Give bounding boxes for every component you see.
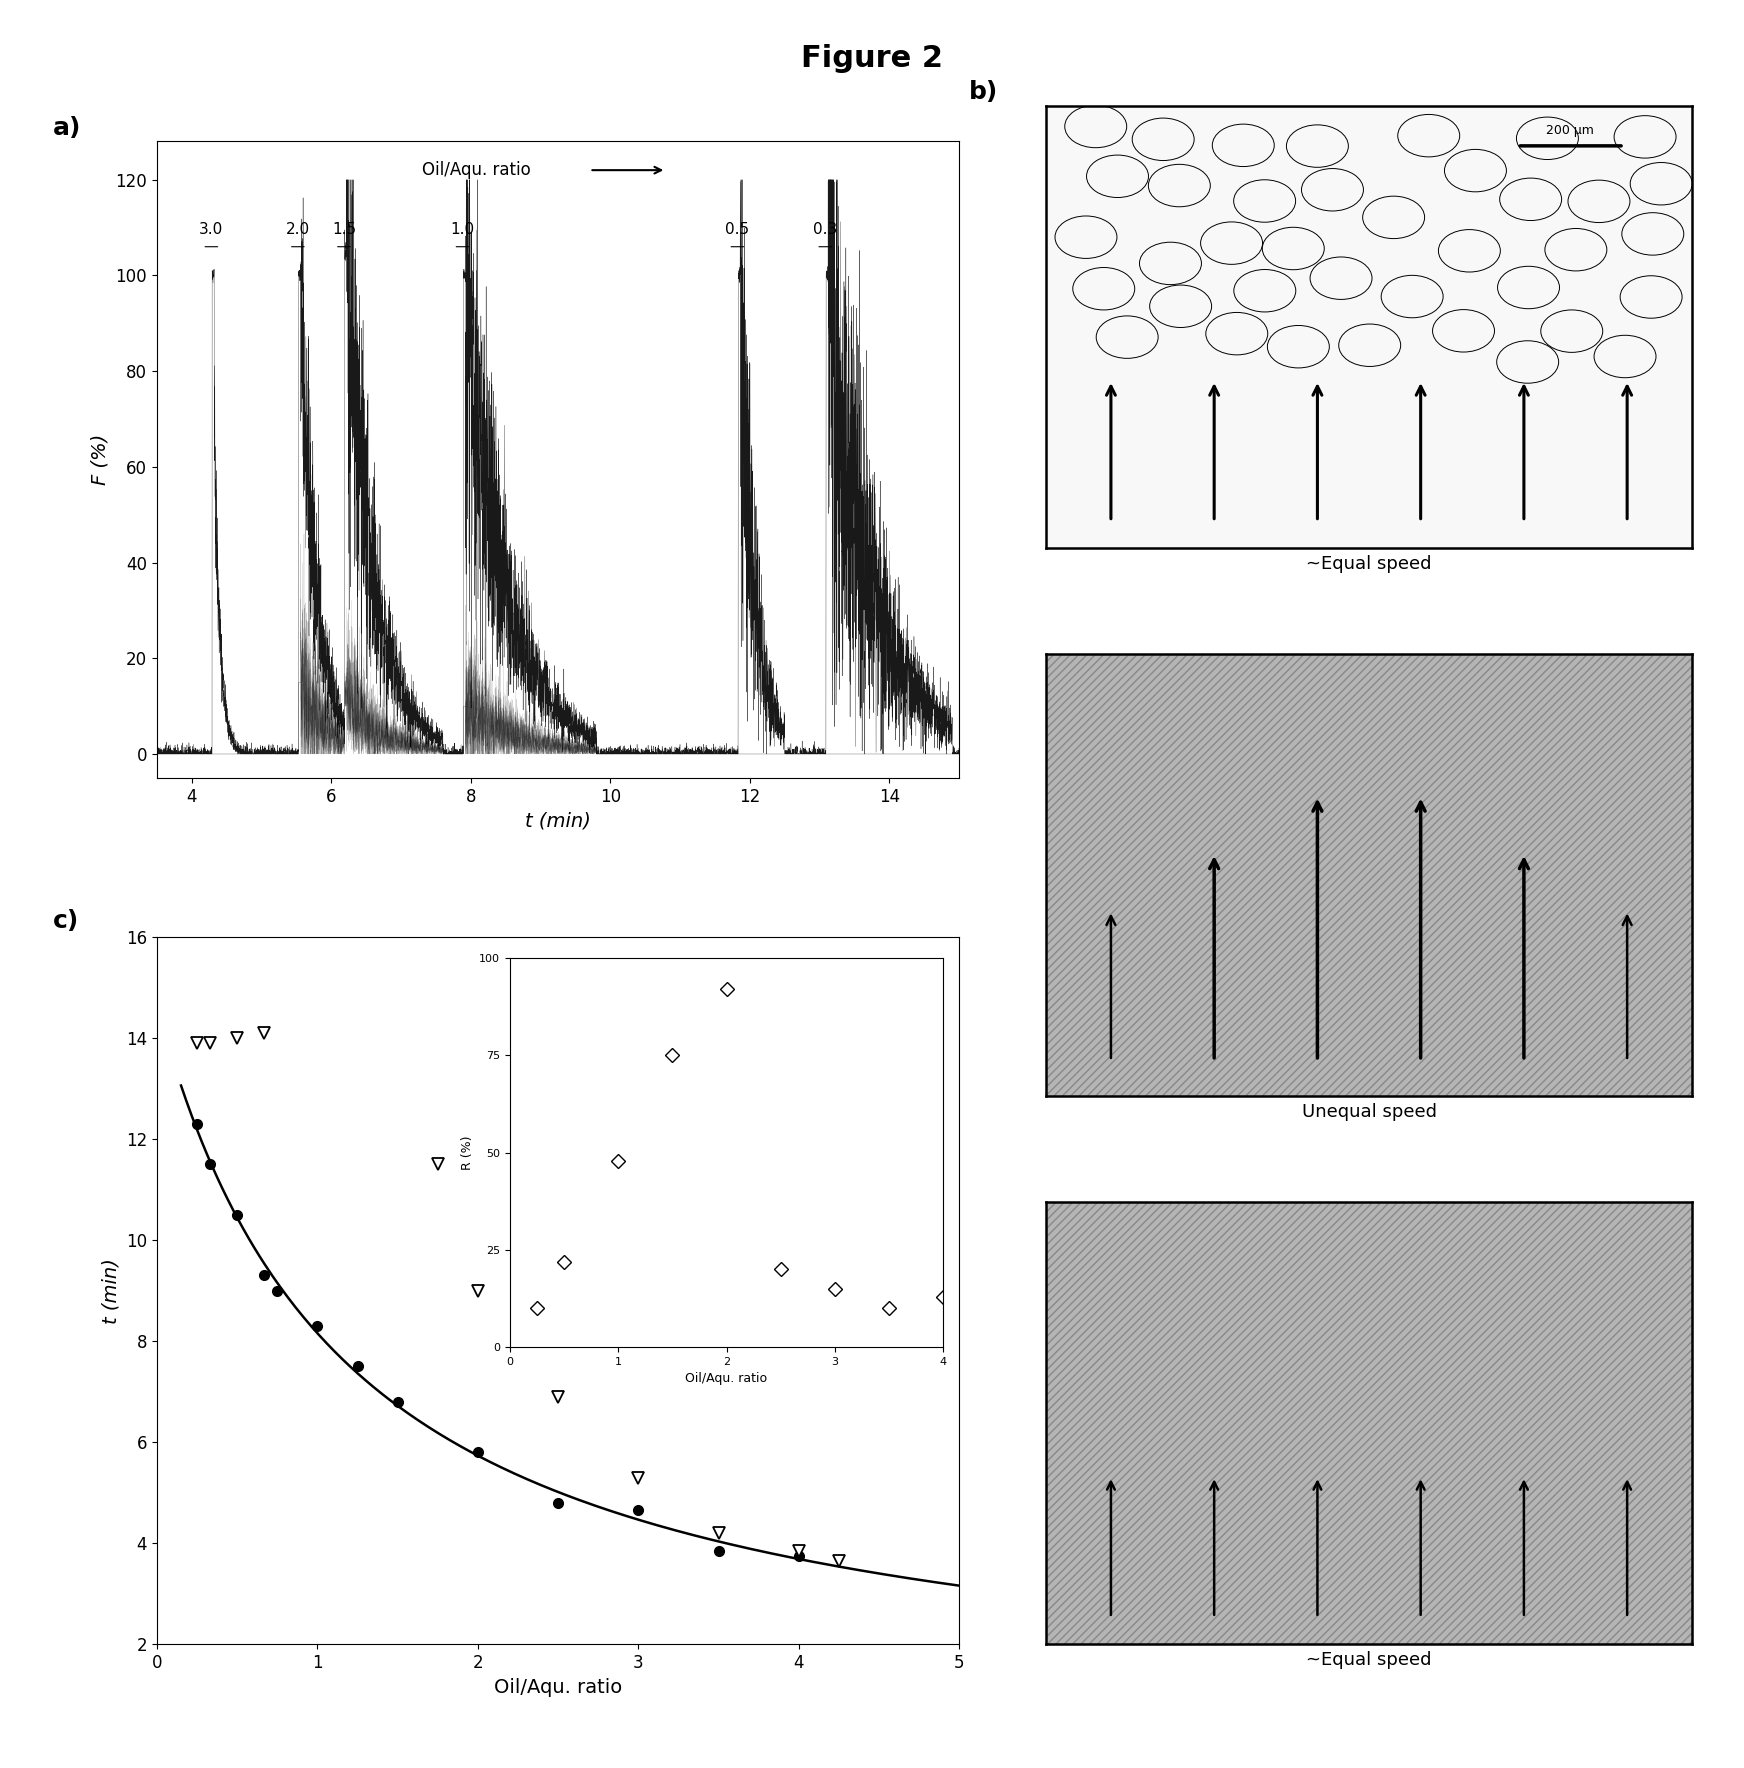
Text: 0.3: 0.3 (813, 223, 837, 237)
Text: Figure 2: Figure 2 (800, 44, 944, 72)
X-axis label: ~Equal speed: ~Equal speed (1306, 555, 1432, 573)
Text: 1.0: 1.0 (450, 223, 474, 237)
Text: 0.5: 0.5 (726, 223, 750, 237)
Text: 2.0: 2.0 (286, 223, 310, 237)
Text: Oil/Aqu. ratio: Oil/Aqu. ratio (422, 161, 530, 179)
Text: c): c) (52, 909, 78, 934)
Text: a): a) (52, 117, 80, 140)
Text: 1.5: 1.5 (331, 223, 356, 237)
Text: b): b) (970, 80, 998, 104)
X-axis label: t (min): t (min) (525, 812, 591, 831)
Y-axis label: F (%): F (%) (91, 435, 110, 484)
X-axis label: Oil/Aqu. ratio: Oil/Aqu. ratio (494, 1678, 623, 1697)
Y-axis label: t (min): t (min) (101, 1257, 120, 1324)
X-axis label: Unequal speed: Unequal speed (1301, 1103, 1437, 1121)
Text: 200 μm: 200 μm (1547, 124, 1594, 136)
Text: 3.0: 3.0 (199, 223, 223, 237)
X-axis label: ~Equal speed: ~Equal speed (1306, 1651, 1432, 1669)
